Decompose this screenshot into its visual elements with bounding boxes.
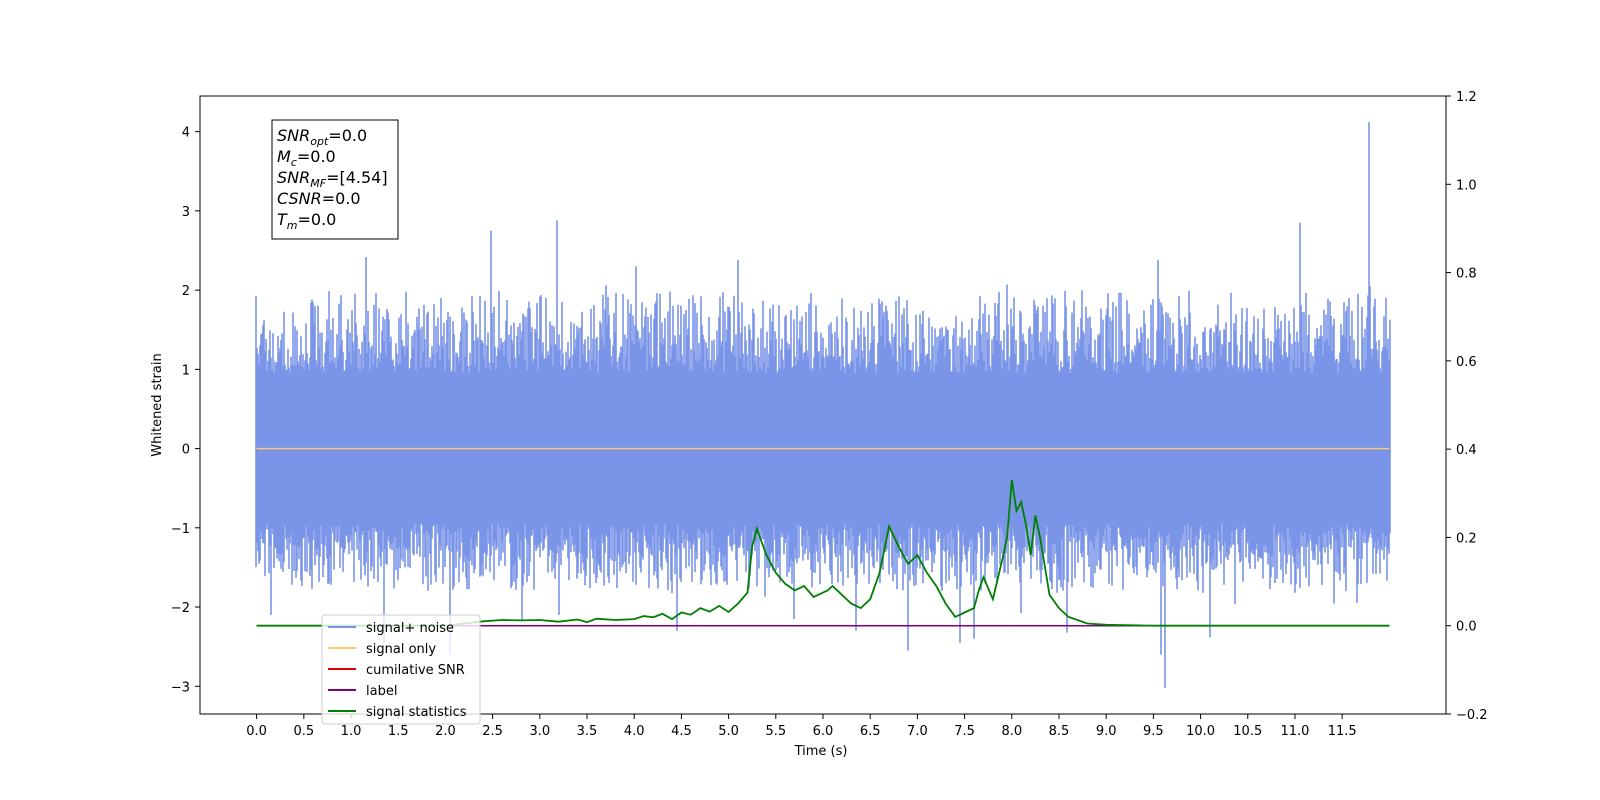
x-tick-label: 5.5: [765, 724, 786, 739]
y2-tick-label: −0.2: [1456, 708, 1488, 723]
x-tick-label: 9.5: [1143, 724, 1164, 739]
x-tick-label: 4.0: [624, 724, 645, 739]
x-tick-label: 4.5: [671, 724, 692, 739]
y-axis-right: −0.2 0.0 0.2 0.4 0.6 0.8 1.0 1.2: [1446, 90, 1488, 723]
x-tick-label: 3.0: [529, 724, 550, 739]
y-tick-label: 0: [182, 443, 190, 458]
y2-tick-label: 0.0: [1456, 620, 1477, 635]
x-tick-label: 7.0: [907, 724, 928, 739]
x-tick-label: 11.5: [1328, 724, 1357, 739]
info-line: CSNR=0.0: [277, 189, 361, 208]
legend-label: signal statistics: [366, 705, 467, 720]
legend-label: signal only: [366, 642, 436, 657]
series-layer: [255, 122, 1391, 688]
y2-tick-label: 1.0: [1456, 178, 1477, 193]
legend-label: cumilative SNR: [366, 663, 465, 678]
legend-label: label: [366, 684, 397, 699]
info-line: SNRopt=0.0: [277, 126, 367, 148]
y2-tick-label: 1.2: [1456, 90, 1477, 105]
y-tick-label: −2: [171, 601, 190, 616]
x-tick-label: 2.5: [482, 724, 503, 739]
x-tick-label: 5.0: [718, 724, 739, 739]
x-tick-label: 0.5: [293, 724, 314, 739]
x-tick-label: 8.5: [1049, 724, 1070, 739]
x-tick-label: 7.5: [954, 724, 975, 739]
info-line: SNRMF=[4.54]: [277, 168, 388, 190]
y-axis-left: −3 −2 −1 0 1 2 3 4: [171, 126, 200, 695]
x-tick-label: 0.0: [246, 724, 267, 739]
x-tick-label: 1.5: [388, 724, 409, 739]
x-tick-label: 8.0: [1001, 724, 1022, 739]
x-tick-label: 10.0: [1186, 724, 1215, 739]
x-axis-label: Time (s): [794, 744, 848, 759]
legend: signal+ noise signal only cumilative SNR la…: [321, 614, 481, 725]
y-tick-label: −1: [171, 522, 190, 537]
info-line: Mc=0.0: [277, 147, 336, 169]
x-tick-label: 6.5: [860, 724, 881, 739]
x-tick-label: 2.0: [435, 724, 456, 739]
y-tick-label: 3: [182, 205, 190, 220]
x-tick-label: 9.0: [1096, 724, 1117, 739]
series-signal-statistics: [256, 479, 1390, 627]
legend-frame: [321, 614, 481, 725]
x-tick-label: 6.0: [813, 724, 834, 739]
x-tick-label: 10.5: [1233, 724, 1262, 739]
x-tick-label: 3.5: [577, 724, 598, 739]
legend-label: signal+ noise: [366, 621, 454, 636]
y-tick-label: 1: [182, 363, 190, 378]
info-box-frame: [271, 119, 399, 240]
y-tick-label: 2: [182, 284, 190, 299]
x-tick-label: 1.0: [341, 724, 362, 739]
y2-tick-label: 0.4: [1456, 443, 1477, 458]
y2-tick-label: 0.6: [1456, 355, 1477, 370]
y2-tick-label: 0.8: [1456, 267, 1477, 282]
y-tick-label: 4: [182, 126, 190, 141]
x-tick-label: 11.0: [1280, 724, 1309, 739]
info-line: Tm=0.0: [277, 210, 336, 232]
y-tick-label: −3: [171, 680, 190, 695]
x-axis: 0.0 0.5 1.0 1.5 2.0 2.5 3.0 3.5 4.0 4.5 5.0 5.5 6.0 6…: [246, 714, 1357, 739]
y-axis-label: Whitened strain: [150, 353, 165, 456]
y2-tick-label: 0.2: [1456, 531, 1477, 546]
